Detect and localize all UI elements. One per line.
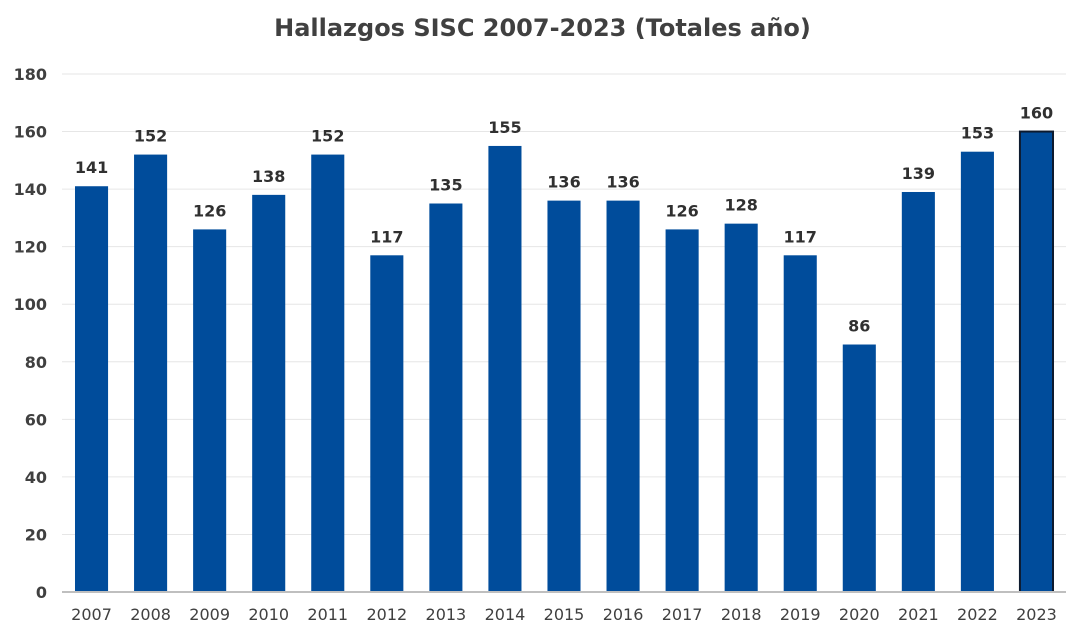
data-label: 128 [724,196,757,215]
gridlines: 0 20 40 60 80 100 120 140 160 180 [14,65,1066,602]
data-label: 86 [848,317,870,336]
y-tick-label: 20 [25,525,47,544]
x-tick-label: 2023 [1016,605,1057,624]
data-labels: 141 152 126 138 152 117 135 155 136 136 126 128 117 8… [75,104,1053,336]
x-tick-label: 2016 [603,605,644,624]
y-tick-label: 160 [14,123,47,142]
y-tick-label: 140 [14,180,47,199]
bar [547,200,581,592]
data-label: 160 [1020,104,1053,123]
bar [370,255,404,593]
bar [252,194,286,592]
y-tick-label: 40 [25,468,47,487]
data-label: 155 [488,118,521,137]
x-tick-label: 2018 [721,605,762,624]
x-tick-label: 2010 [248,605,289,624]
bar [842,344,876,592]
chart-title: Hallazgos SISC 2007-2023 (Totales año) [274,14,811,42]
bar [193,229,227,592]
data-label: 136 [606,173,639,192]
data-label: 139 [902,164,935,183]
data-label: 153 [961,124,994,143]
data-label: 126 [665,201,698,220]
data-label: 152 [134,127,167,146]
x-tick-label: 2014 [485,605,526,624]
x-tick-label: 2011 [307,605,348,624]
x-tick-label: 2017 [662,605,703,624]
bar [74,186,109,592]
y-tick-label: 180 [14,65,47,84]
data-label: 126 [193,201,226,220]
y-tick-label: 120 [14,238,47,257]
bar [488,145,522,592]
data-label: 141 [75,158,108,177]
x-tick-label: 2019 [780,605,821,624]
data-label: 138 [252,167,285,186]
bar [606,200,640,592]
x-tick-label: 2008 [130,605,171,624]
data-label: 136 [547,173,580,192]
y-tick-label: 0 [36,583,47,602]
data-label: 135 [429,176,462,195]
x-tick-label: 2015 [544,605,585,624]
x-tick-label: 2021 [898,605,939,624]
data-label: 117 [370,227,403,246]
x-tick-label: 2007 [71,605,112,624]
bar [724,223,758,592]
x-tick-label: 2013 [426,605,467,624]
bar [783,255,817,593]
y-tick-label: 80 [25,353,47,372]
y-tick-label: 60 [25,410,47,429]
bar [1018,130,1055,594]
x-tick-label: 2022 [957,605,998,624]
data-label: 152 [311,127,344,146]
bar [960,151,994,592]
x-tick-label: 2009 [189,605,230,624]
y-tick-label: 100 [14,295,47,314]
data-label: 117 [784,227,817,246]
bar [429,203,463,592]
x-axis: 2007 2008 2009 2010 2011 2012 2013 2014 2015 2016… [62,591,1066,624]
bar [665,229,699,592]
x-tick-label: 2020 [839,605,880,624]
bar [311,154,345,593]
x-tick-label: 2012 [366,605,407,624]
bar [134,154,168,593]
bar [901,191,935,592]
bars [74,130,1055,594]
